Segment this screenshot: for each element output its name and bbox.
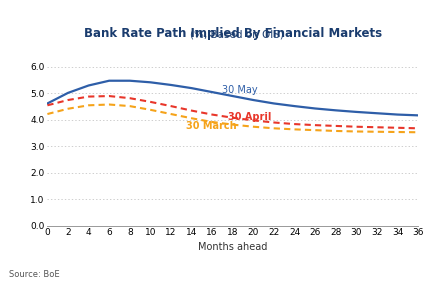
X-axis label: Months ahead: Months ahead (198, 242, 267, 252)
Text: 30 May: 30 May (222, 85, 258, 95)
Text: Source: BoE: Source: BoE (9, 270, 59, 279)
Text: 30 March: 30 March (186, 121, 236, 131)
Title: Bank Rate Path Implied By Financial Markets: Bank Rate Path Implied By Financial Mark… (83, 27, 381, 40)
Text: (%, Based on OIS): (%, Based on OIS) (190, 30, 283, 39)
Text: 30 April: 30 April (227, 112, 270, 122)
